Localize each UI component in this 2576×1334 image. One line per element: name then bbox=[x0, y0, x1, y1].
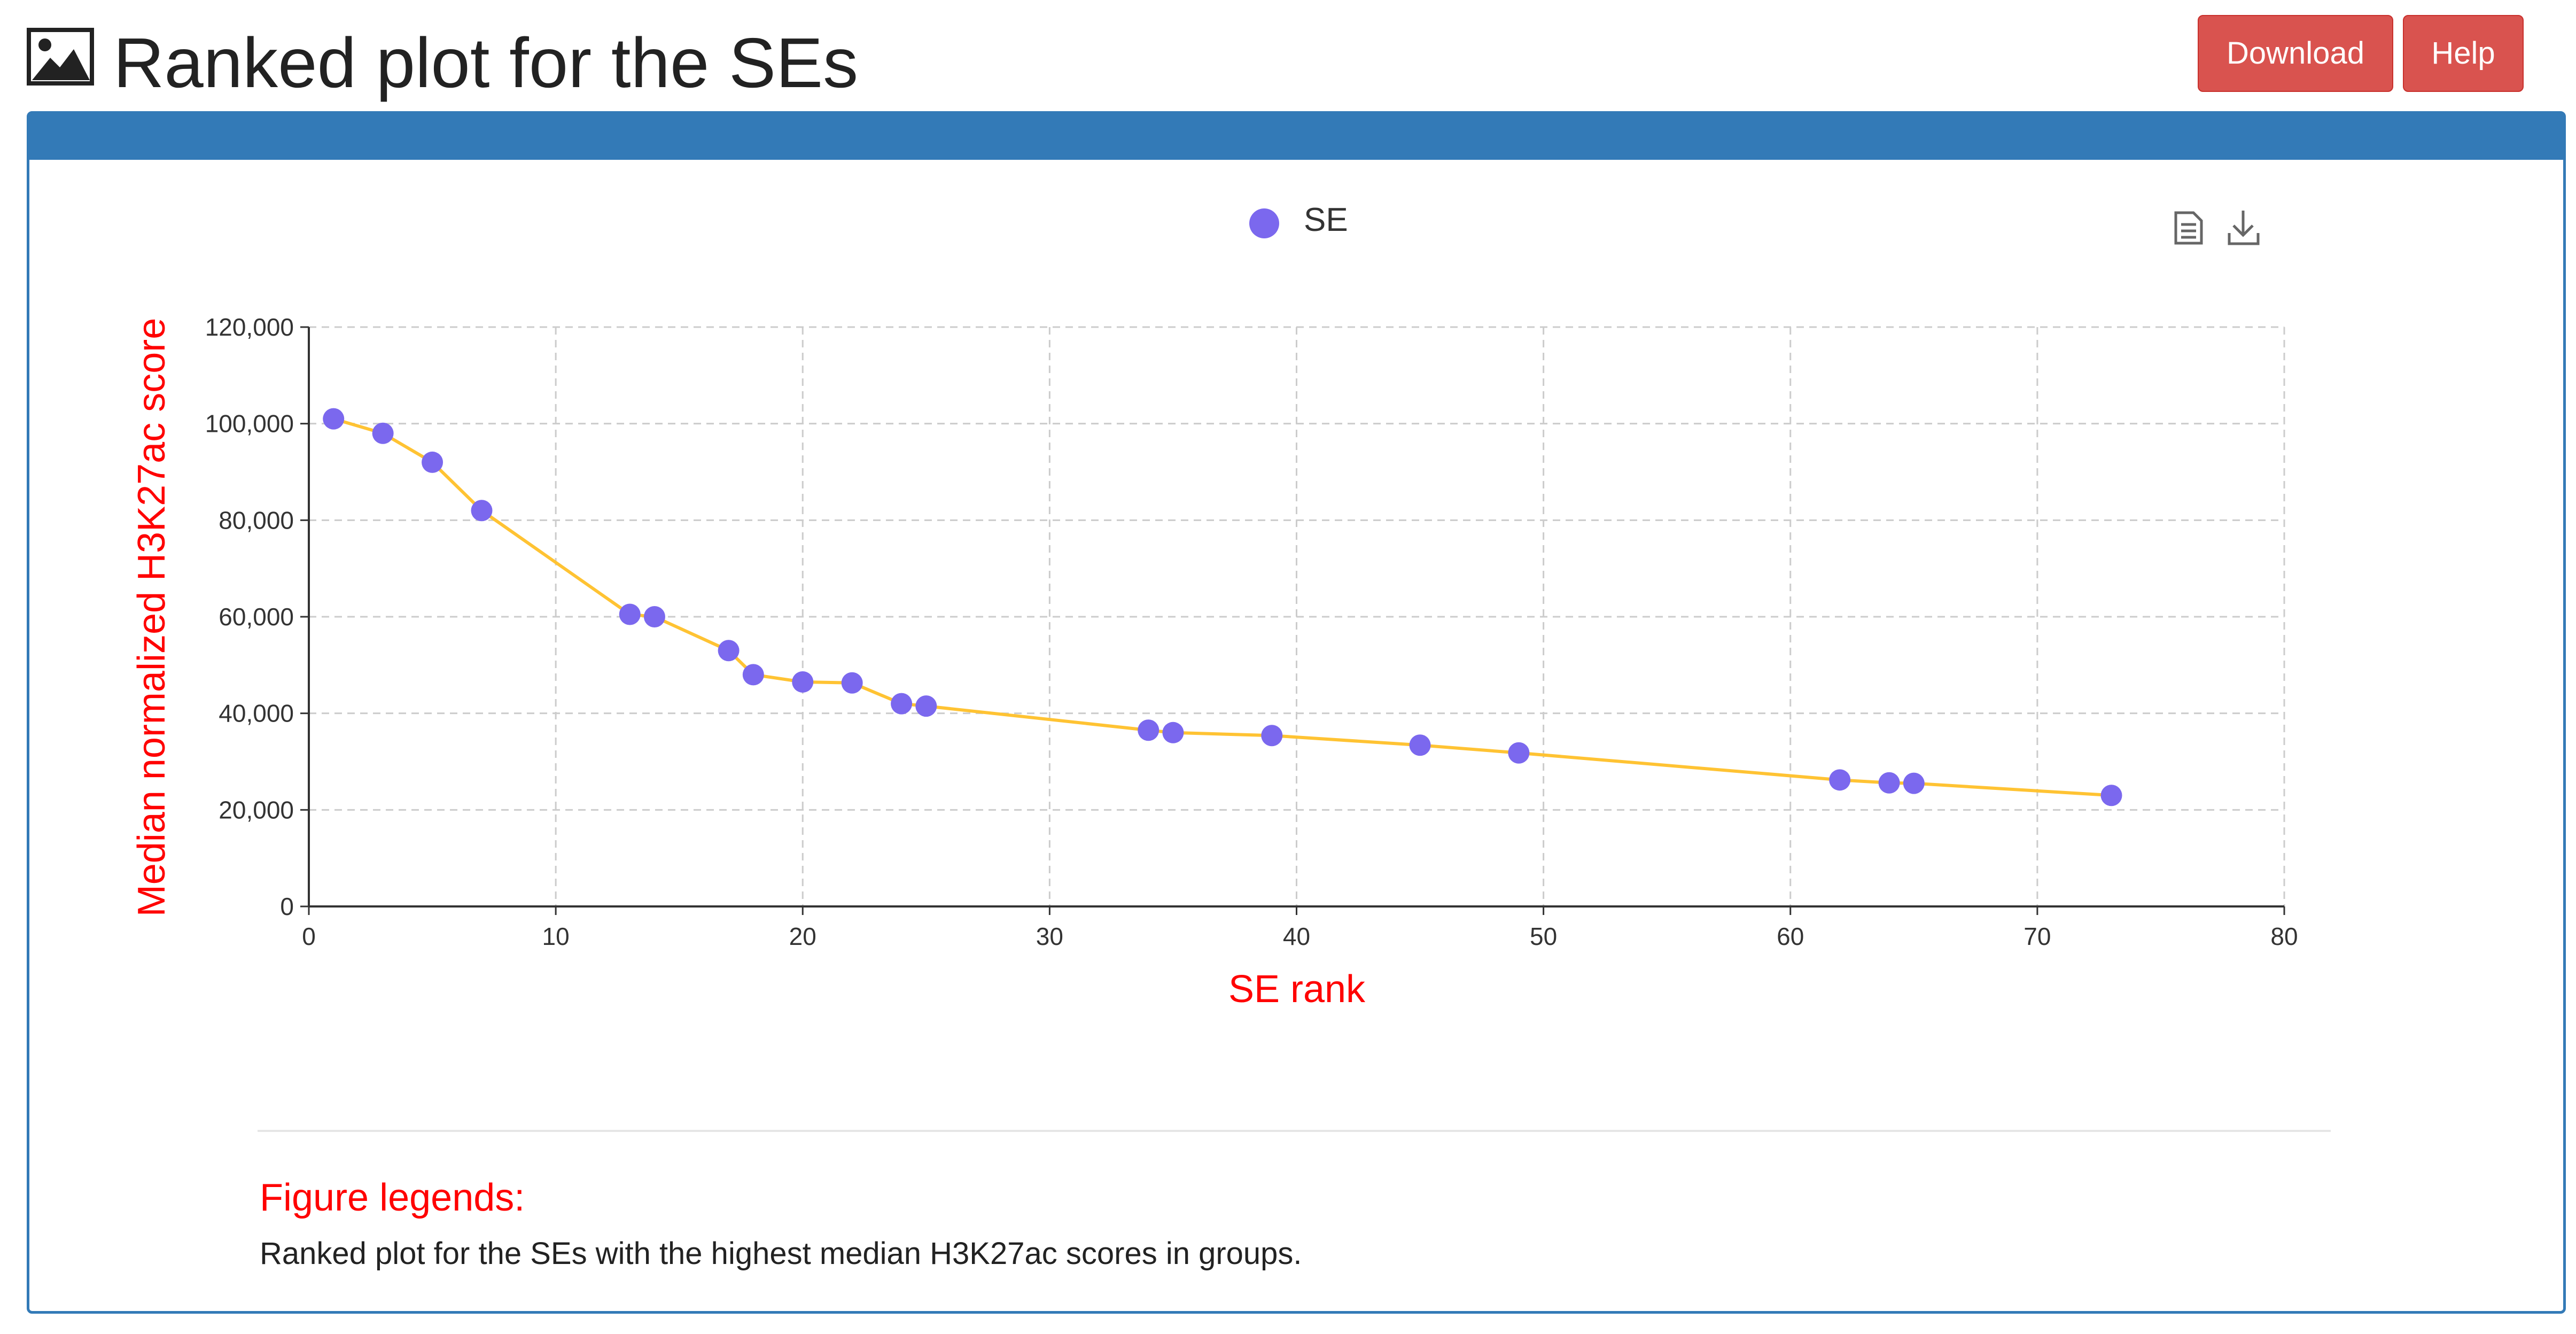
data-point[interactable] bbox=[619, 603, 641, 625]
data-point[interactable] bbox=[1138, 719, 1159, 741]
series-line bbox=[333, 417, 2112, 797]
x-tick-label: 10 bbox=[542, 922, 570, 950]
x-tick-label: 60 bbox=[1777, 922, 1804, 950]
chart-legend[interactable]: SE bbox=[1249, 201, 1348, 238]
data-point[interactable] bbox=[422, 451, 443, 473]
y-tick-label: 40,000 bbox=[219, 700, 294, 727]
data-point[interactable] bbox=[2100, 785, 2122, 806]
y-tick-label: 60,000 bbox=[219, 603, 294, 631]
axes: 0 10 20 30 40 50 60 70 80 0 20,000 40,000 60,000 80,0… bbox=[205, 313, 2298, 950]
panel-header-bar bbox=[29, 114, 2563, 160]
data-point[interactable] bbox=[323, 408, 345, 430]
x-tick-label: 50 bbox=[1530, 922, 1557, 950]
x-axis-title: SE rank bbox=[1228, 968, 1366, 1011]
legend-marker-se bbox=[1249, 208, 1279, 238]
x-tick-label: 0 bbox=[302, 922, 316, 950]
y-tick-label: 0 bbox=[280, 893, 294, 920]
image-icon bbox=[27, 28, 94, 86]
help-button[interactable]: Help bbox=[2403, 15, 2524, 92]
data-view-icon[interactable] bbox=[2174, 211, 2203, 245]
data-point[interactable] bbox=[891, 693, 913, 715]
data-point[interactable] bbox=[1903, 772, 1925, 794]
download-icon[interactable] bbox=[2228, 211, 2260, 245]
page-header: Ranked plot for the SEs Download Help bbox=[0, 0, 2576, 110]
data-point[interactable] bbox=[372, 422, 394, 444]
data-point[interactable] bbox=[1878, 772, 1900, 794]
data-point[interactable] bbox=[1261, 725, 1283, 747]
data-point[interactable] bbox=[841, 672, 863, 694]
page-title: Ranked plot for the SEs bbox=[113, 24, 859, 102]
data-point[interactable] bbox=[792, 671, 814, 693]
x-tick-label: 30 bbox=[1036, 922, 1063, 950]
chart-toolbox bbox=[2174, 211, 2260, 245]
figure-legends-text: Ranked plot for the SEs with the highest… bbox=[260, 1236, 1302, 1271]
y-tick-label: 120,000 bbox=[205, 313, 294, 341]
grid-lines bbox=[309, 326, 2285, 906]
figure-legends-title: Figure legends: bbox=[260, 1176, 525, 1219]
data-point[interactable] bbox=[915, 695, 937, 717]
data-point[interactable] bbox=[471, 500, 493, 522]
data-point[interactable] bbox=[742, 664, 764, 686]
data-point[interactable] bbox=[1508, 742, 1530, 764]
data-point[interactable] bbox=[1829, 769, 1851, 791]
divider bbox=[258, 1130, 2331, 1132]
x-tick-label: 70 bbox=[2024, 922, 2051, 950]
y-tick-label: 20,000 bbox=[219, 796, 294, 824]
data-point[interactable] bbox=[718, 640, 740, 662]
x-tick-label: 40 bbox=[1283, 922, 1310, 950]
y-tick-label: 100,000 bbox=[205, 410, 294, 438]
data-point[interactable] bbox=[1409, 734, 1431, 756]
data-point[interactable] bbox=[1162, 722, 1184, 743]
legend-label-se: SE bbox=[1304, 201, 1348, 238]
x-tick-label: 20 bbox=[789, 922, 816, 950]
x-tick-label: 80 bbox=[2270, 922, 2298, 950]
download-button[interactable]: Download bbox=[2198, 15, 2393, 92]
y-axis-title: Median normalized H3K27ac score bbox=[130, 318, 173, 917]
y-tick-label: 80,000 bbox=[219, 506, 294, 534]
data-point[interactable] bbox=[643, 606, 665, 627]
series-se bbox=[323, 408, 2122, 806]
